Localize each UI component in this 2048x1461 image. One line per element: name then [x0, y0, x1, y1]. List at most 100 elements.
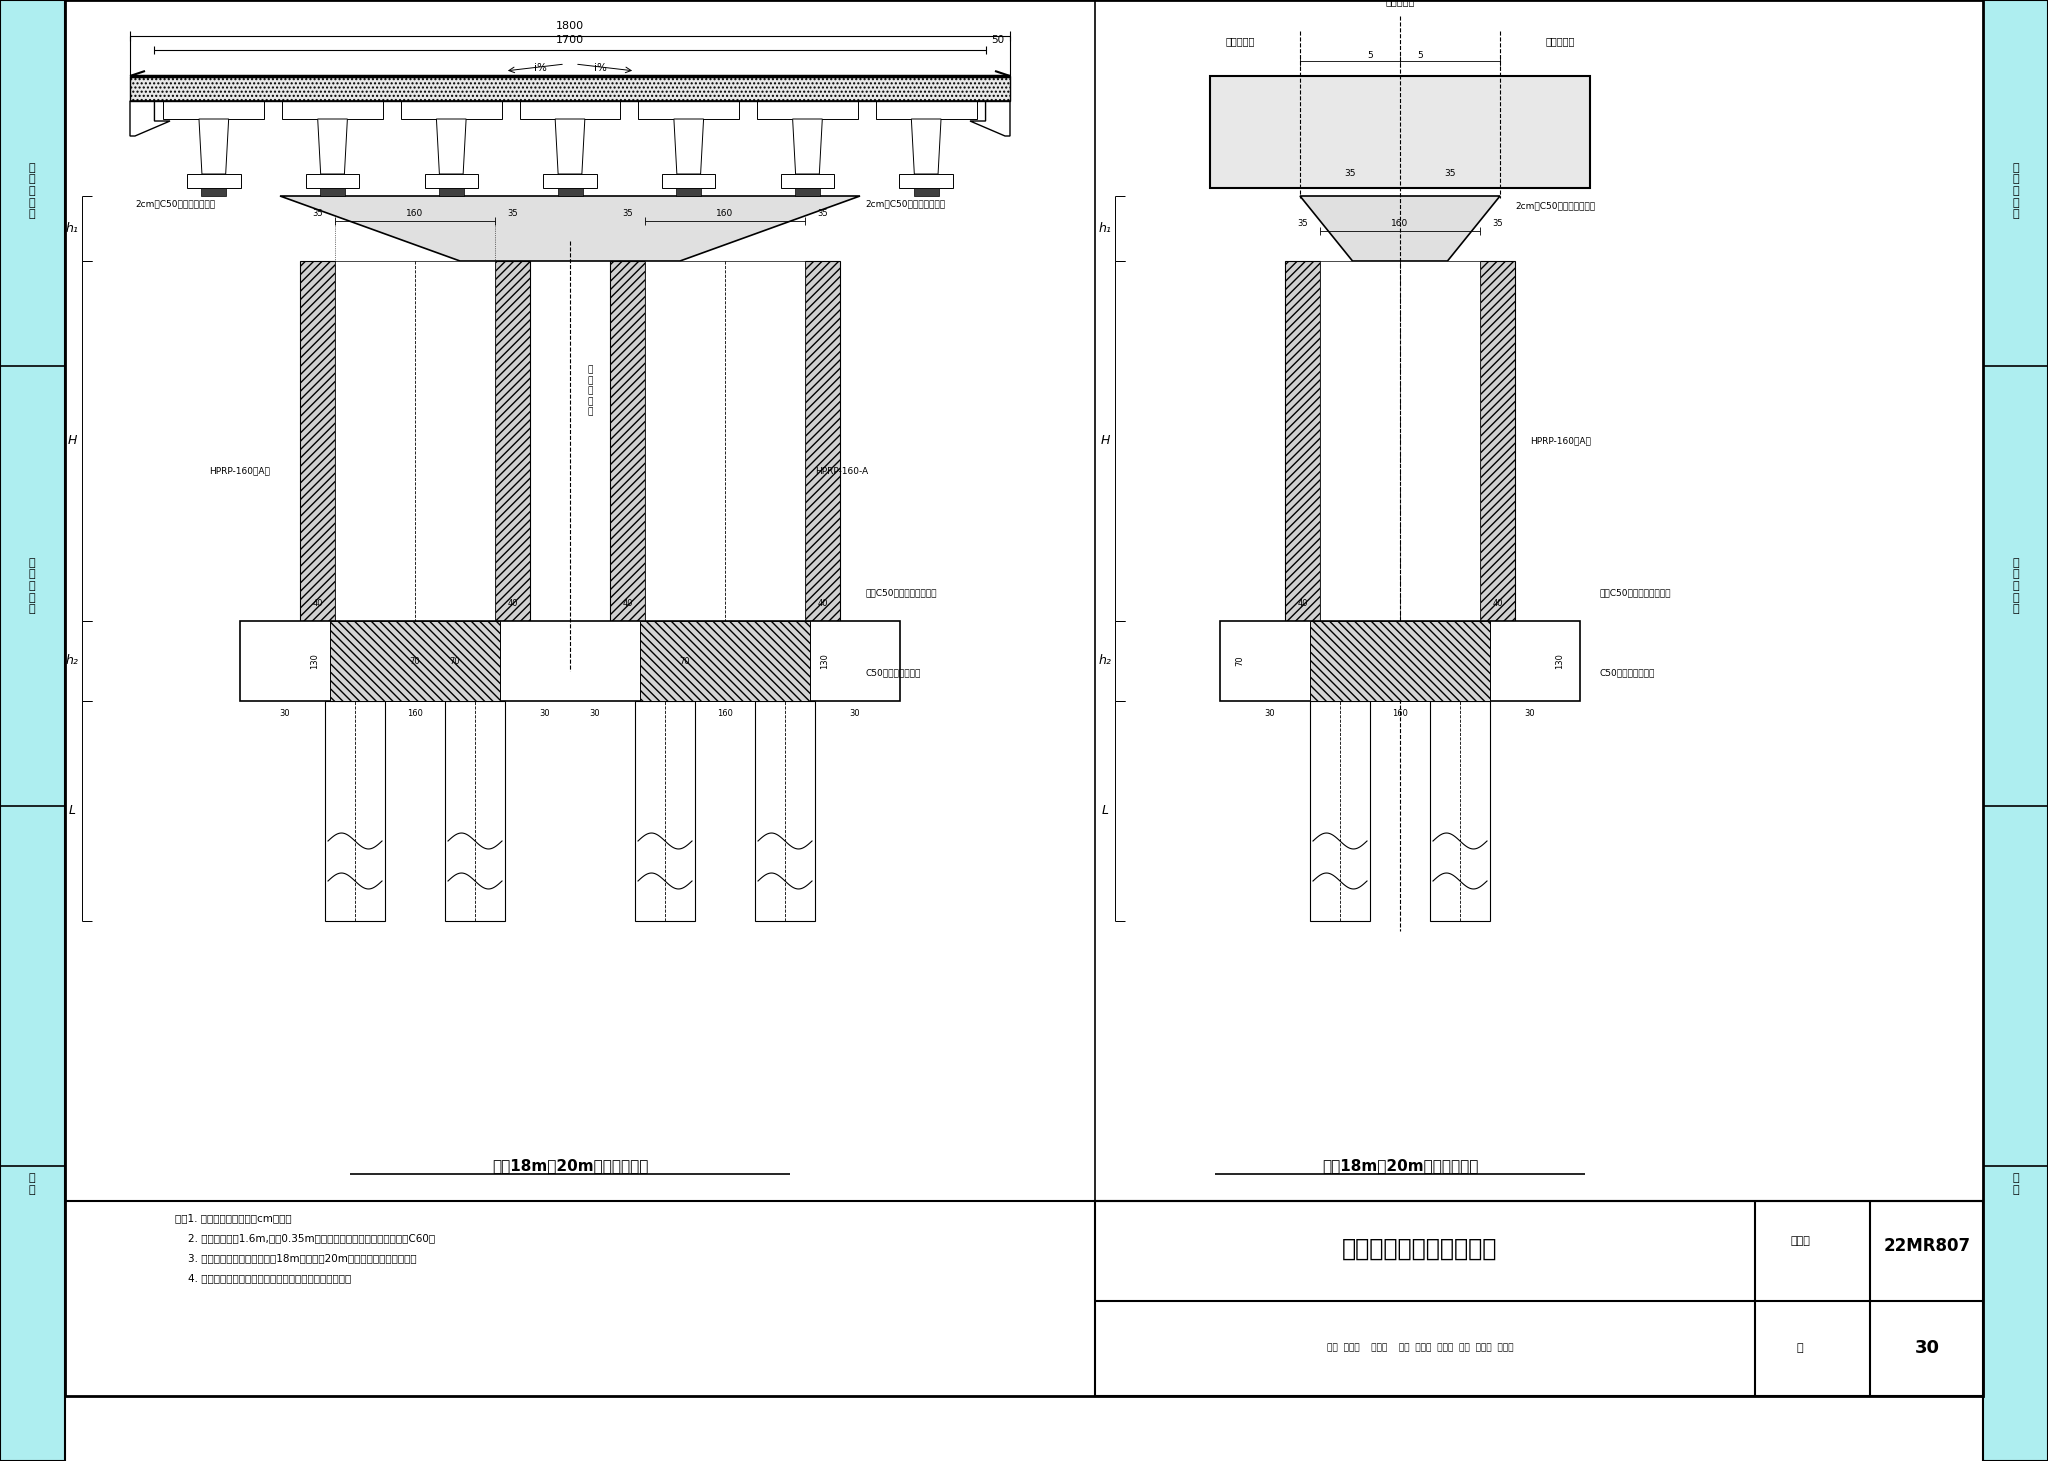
Text: 70: 70: [410, 656, 420, 666]
Text: 1800: 1800: [555, 20, 584, 31]
Text: C50环氧砂浆调平层: C50环氧砂浆调平层: [1599, 669, 1655, 678]
Bar: [805, 262, 840, 621]
Text: 160: 160: [406, 209, 424, 218]
Text: 160: 160: [408, 709, 424, 717]
Bar: [1221, 621, 1579, 701]
Text: 35: 35: [623, 209, 633, 218]
Text: 2cm厚C50环氧砂浆调平层: 2cm厚C50环氧砂浆调平层: [864, 200, 944, 209]
Text: 30: 30: [541, 709, 551, 717]
Bar: [1311, 621, 1491, 701]
Text: 40: 40: [508, 599, 518, 608]
Bar: [877, 101, 977, 118]
Text: 30: 30: [1524, 709, 1536, 717]
Text: 30: 30: [1915, 1338, 1939, 1357]
Text: 后浇C50无收缩细石混凝土: 后浇C50无收缩细石混凝土: [864, 589, 936, 598]
Text: 40: 40: [1493, 599, 1503, 608]
Text: 页: 页: [1796, 1343, 1804, 1353]
Text: 130: 130: [311, 653, 319, 669]
Bar: [438, 188, 463, 196]
Bar: [305, 174, 358, 188]
Bar: [557, 188, 582, 196]
Bar: [676, 188, 700, 196]
Bar: [424, 174, 477, 188]
Text: 160: 160: [717, 709, 733, 717]
Polygon shape: [911, 118, 940, 174]
Text: 35: 35: [817, 209, 827, 218]
Text: C50环氧砂浆调平层: C50环氧砂浆调平层: [864, 669, 920, 678]
Bar: [756, 701, 815, 920]
Bar: [1321, 262, 1481, 621]
Bar: [520, 101, 621, 118]
Bar: [496, 262, 530, 621]
Text: 2cm厚C50环氧砂浆调平层: 2cm厚C50环氧砂浆调平层: [135, 200, 215, 209]
Bar: [899, 174, 952, 188]
Text: 70: 70: [1235, 656, 1245, 666]
Text: 桥跨中心线: 桥跨中心线: [1384, 0, 1415, 6]
Text: 方
型
预
制
墩: 方 型 预 制 墩: [29, 558, 35, 614]
Text: h₂: h₂: [66, 655, 78, 668]
Text: h₁: h₁: [1098, 222, 1112, 235]
Text: 管
型
预
制
墩: 管 型 预 制 墩: [29, 162, 35, 219]
Text: 桥宽18m（20m跨度）侧面图: 桥宽18m（20m跨度）侧面图: [1321, 1159, 1479, 1173]
Bar: [401, 101, 502, 118]
Bar: [1982, 0, 2048, 1461]
Text: H: H: [68, 434, 76, 447]
Text: H: H: [1100, 434, 1110, 447]
Text: 1700: 1700: [555, 35, 584, 45]
Text: 设
计
中
心
线: 设 计 中 心 线: [588, 365, 594, 416]
Bar: [639, 621, 811, 701]
Bar: [758, 101, 858, 118]
Bar: [639, 101, 739, 118]
Text: 30: 30: [850, 709, 860, 717]
Text: 5: 5: [1368, 51, 1372, 60]
Bar: [330, 621, 500, 701]
Text: 160: 160: [1391, 219, 1409, 228]
Text: 后浇C50无收缩细石混凝土: 后浇C50无收缩细石混凝土: [1599, 589, 1671, 598]
Bar: [543, 174, 596, 188]
Text: 注：1. 本图尺寸均以厘米（cm）计。: 注：1. 本图尺寸均以厘米（cm）计。: [174, 1213, 291, 1223]
Bar: [610, 262, 645, 621]
Bar: [326, 701, 385, 920]
Text: HPRP-160-A: HPRP-160-A: [815, 466, 868, 475]
Bar: [201, 188, 227, 196]
Text: 5: 5: [1417, 51, 1423, 60]
Bar: [635, 701, 694, 920]
Text: 22MR807: 22MR807: [1884, 1237, 1970, 1255]
Text: HPRP-160（A）: HPRP-160（A）: [1530, 437, 1591, 446]
Bar: [0, 0, 66, 1461]
Bar: [444, 701, 506, 920]
Text: 2cm厚C50环氧砂浆调平层: 2cm厚C50环氧砂浆调平层: [1516, 202, 1595, 210]
Text: 支座中心线: 支座中心线: [1225, 37, 1255, 45]
Text: 35: 35: [1493, 219, 1503, 228]
Polygon shape: [1300, 196, 1499, 262]
Bar: [1096, 1201, 1982, 1397]
Bar: [795, 188, 819, 196]
Bar: [164, 101, 264, 118]
Bar: [662, 174, 715, 188]
Polygon shape: [436, 118, 467, 174]
Text: 方
型
预
制
墩: 方 型 预 制 墩: [2013, 558, 2019, 614]
Text: HPRP-160（A）: HPRP-160（A）: [209, 466, 270, 475]
Text: 2. 桥墩采用直径1.6m,壁厚0.35m的方型预制墩，混凝土强度等级为C60。: 2. 桥墩采用直径1.6m,壁厚0.35m的方型预制墩，混凝土强度等级为C60。: [174, 1233, 434, 1243]
Text: 支座中心线: 支座中心线: [1546, 37, 1575, 45]
Bar: [1311, 701, 1370, 920]
Text: 35: 35: [508, 209, 518, 218]
Text: 桥宽18m（20m跨度）断面图: 桥宽18m（20m跨度）断面图: [492, 1159, 647, 1173]
Text: 160: 160: [717, 209, 733, 218]
Text: 35: 35: [311, 209, 324, 218]
Text: 3. 本图适用于上部结构为桥宽18m，跨度为20m的预应力混凝土小箱梁。: 3. 本图适用于上部结构为桥宽18m，跨度为20m的预应力混凝土小箱梁。: [174, 1254, 416, 1262]
Text: 70: 70: [451, 656, 461, 666]
Text: 160: 160: [1393, 709, 1407, 717]
Bar: [1284, 262, 1321, 621]
Text: i%: i%: [535, 63, 547, 73]
Bar: [1481, 262, 1516, 621]
Bar: [780, 174, 834, 188]
Bar: [1430, 701, 1491, 920]
Bar: [240, 621, 899, 701]
Text: 130: 130: [821, 653, 829, 669]
Text: 70: 70: [680, 656, 690, 666]
Text: 典型结构推荐断面示意图: 典型结构推荐断面示意图: [1341, 1237, 1497, 1261]
Text: 其
他: 其 他: [2013, 1173, 2019, 1195]
Text: 图集号: 图集号: [1790, 1236, 1810, 1246]
Bar: [645, 262, 805, 621]
